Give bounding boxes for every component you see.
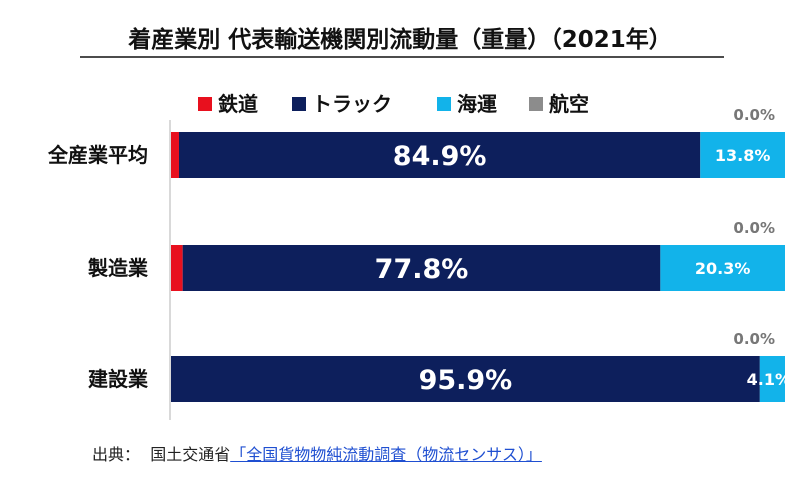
source-note: 出典： 国土交通省「全国貨物物純流動調査（物流センサス）」	[92, 441, 542, 465]
data-label-1-1: 77.8%	[375, 254, 469, 285]
data-label-0-3: 0.0%	[733, 106, 775, 124]
bar-segment-0-0	[171, 132, 179, 178]
data-label-2-1: 95.9%	[419, 365, 513, 396]
category-label-1: 製造業	[88, 256, 149, 280]
legend-label-0: 鉄道	[218, 92, 258, 116]
bar-segment-1-2	[660, 245, 785, 291]
data-label-2-2: 4.1%	[747, 370, 791, 389]
legend-swatch-1	[292, 97, 306, 111]
plot-area: 全産業平均1.3%84.9%13.8%0.0%製造業1.9%77.8%20.3%…	[47, 106, 791, 402]
source-prefix: 出典：	[92, 445, 141, 464]
legend-swatch-2	[437, 97, 451, 111]
bar-segment-0-2	[700, 132, 785, 178]
data-label-1-3: 0.0%	[733, 219, 775, 237]
legend-label-3: 航空	[549, 92, 589, 116]
legend-swatch-0	[198, 97, 212, 111]
category-label-0: 全産業平均	[47, 143, 148, 167]
source-org: 国土交通省	[150, 445, 231, 464]
data-label-0-2: 13.8%	[715, 146, 771, 165]
source-link[interactable]: 「全国貨物物純流動調査（物流センサス）」	[230, 445, 542, 464]
data-label-0-1: 84.9%	[393, 141, 487, 172]
legend-swatch-3	[529, 97, 543, 111]
bar-segment-2-1	[171, 356, 760, 402]
bar-segment-1-1	[182, 245, 661, 291]
chart-title: 着産業別 代表輸送機関別流動量（重量）（2021年）	[128, 26, 672, 53]
bar-segment-2-2	[759, 356, 785, 402]
bar-segment-1-0	[171, 245, 183, 291]
data-label-2-3: 0.0%	[733, 330, 775, 348]
bar-segment-0-1	[178, 132, 701, 178]
legend: 鉄道 トラック 海運 航空	[198, 92, 589, 116]
legend-label-2: 海運	[457, 92, 497, 116]
legend-label-1: トラック	[312, 92, 392, 116]
data-label-1-2: 20.3%	[695, 259, 751, 278]
category-label-2: 建設業	[88, 367, 149, 391]
